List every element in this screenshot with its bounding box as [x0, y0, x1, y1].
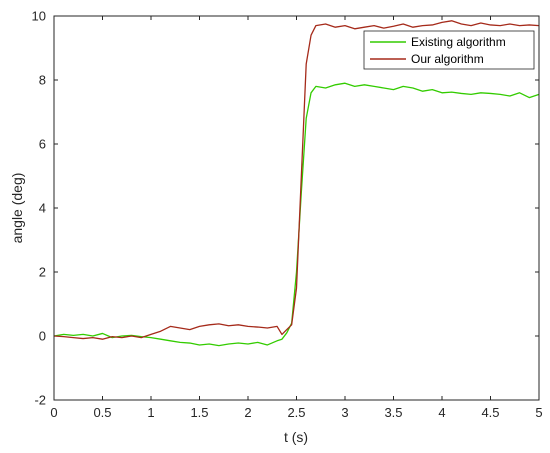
x-tick-label: 3: [341, 405, 348, 420]
tick-labels: 0 0.5 1 1.5 2 2.5 3 3.5 4 4.5 5 -2 0 2 4 6 8 10: [32, 9, 543, 421]
y-tick-label: 8: [39, 73, 46, 88]
x-tick-label: 1: [147, 405, 154, 420]
plot-area: [54, 16, 539, 400]
x-tick-label: 0: [50, 405, 57, 420]
plot-frame: [53, 15, 540, 401]
x-tick-label: 5: [535, 405, 542, 420]
x-tick-label: 3.5: [384, 405, 402, 420]
legend-label-existing: Existing algorithm: [411, 35, 506, 49]
y-tick-label: 10: [32, 9, 46, 24]
series-lines: [53, 20, 540, 347]
legend-box: [363, 30, 535, 70]
x-axis-title: t (s): [284, 429, 308, 445]
legend: Existing algorithm Our algorithm: [363, 30, 535, 70]
series-line-our-algorithm: [53, 20, 540, 340]
y-tick-label: 0: [39, 329, 46, 344]
series-line-existing-algorithm: [53, 82, 540, 347]
y-tick-label: -2: [34, 393, 46, 408]
x-tick-label: 4: [438, 405, 445, 420]
x-tick-label: 1.5: [190, 405, 208, 420]
y-tick-label: 4: [39, 201, 46, 216]
x-tick-label: 2.5: [287, 405, 305, 420]
x-tick-label: 4.5: [481, 405, 499, 420]
legend-label-ours: Our algorithm: [411, 52, 484, 66]
y-tick-label: 6: [39, 137, 46, 152]
x-tick-label: 2: [244, 405, 251, 420]
y-axis-title: angle (deg): [9, 173, 25, 244]
y-tick-label: 2: [39, 265, 46, 280]
x-tick-label: 0.5: [93, 405, 111, 420]
